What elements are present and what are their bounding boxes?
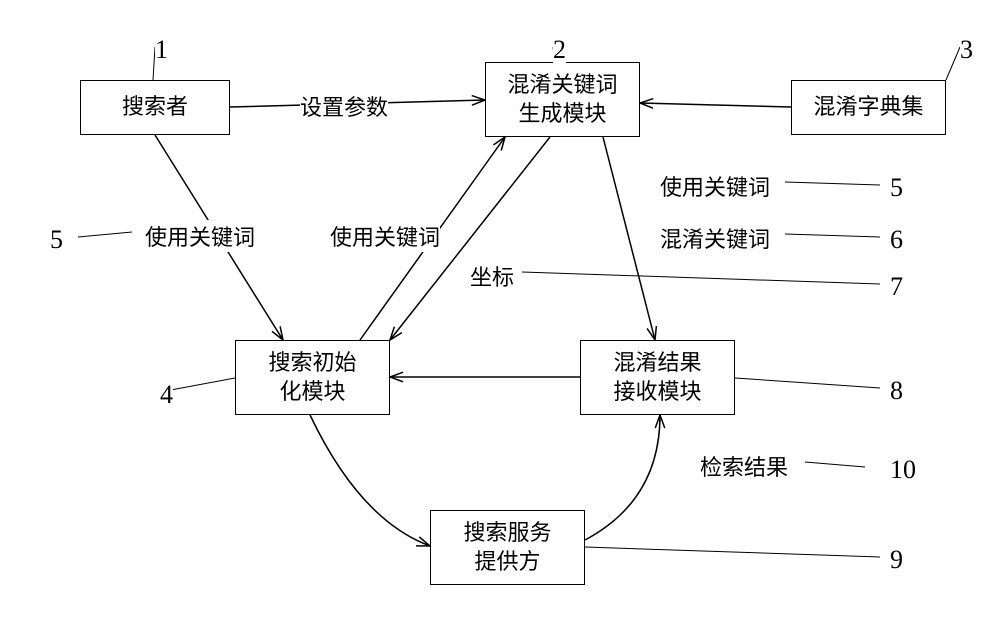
- node-result-recv: 混淆结果 接收模块: [580, 340, 735, 415]
- node-label: 搜索者: [122, 93, 188, 122]
- callout-number: 4: [160, 380, 173, 410]
- callout-label: 使用关键词: [145, 220, 255, 252]
- node-label: 混淆关键词 生成模块: [507, 71, 617, 128]
- callout-number: 3: [960, 35, 973, 65]
- callout-label: 检索结果: [700, 450, 788, 482]
- callout-label: 使用关键词: [660, 170, 770, 202]
- edge-label: 设置参数: [300, 90, 388, 122]
- callout-number: 8: [890, 376, 903, 406]
- node-label: 混淆字典集: [813, 93, 923, 122]
- callout-number: 1: [155, 35, 168, 65]
- node-label: 搜索初始 化模块: [268, 349, 356, 406]
- node-label: 混淆结果 接收模块: [613, 349, 701, 406]
- node-label: 搜索服务 提供方: [463, 519, 551, 576]
- node-search-init: 搜索初始 化模块: [235, 340, 390, 415]
- node-keyword-gen: 混淆关键词 生成模块: [485, 62, 640, 137]
- node-search-provider: 搜索服务 提供方: [430, 510, 585, 585]
- edge-label: 坐标: [470, 260, 514, 292]
- node-searcher: 搜索者: [80, 80, 230, 135]
- callout-number: 5: [50, 225, 63, 255]
- edge-label: 使用关键词: [330, 220, 440, 252]
- callout-number: 5: [890, 173, 903, 203]
- callout-number: 7: [890, 272, 903, 302]
- callout-number: 6: [890, 225, 903, 255]
- callout-label: 混淆关键词: [660, 222, 770, 254]
- node-dict-set: 混淆字典集: [791, 80, 946, 135]
- callout-number: 10: [890, 455, 916, 485]
- callout-number: 9: [890, 545, 903, 575]
- callout-number: 2: [553, 35, 566, 65]
